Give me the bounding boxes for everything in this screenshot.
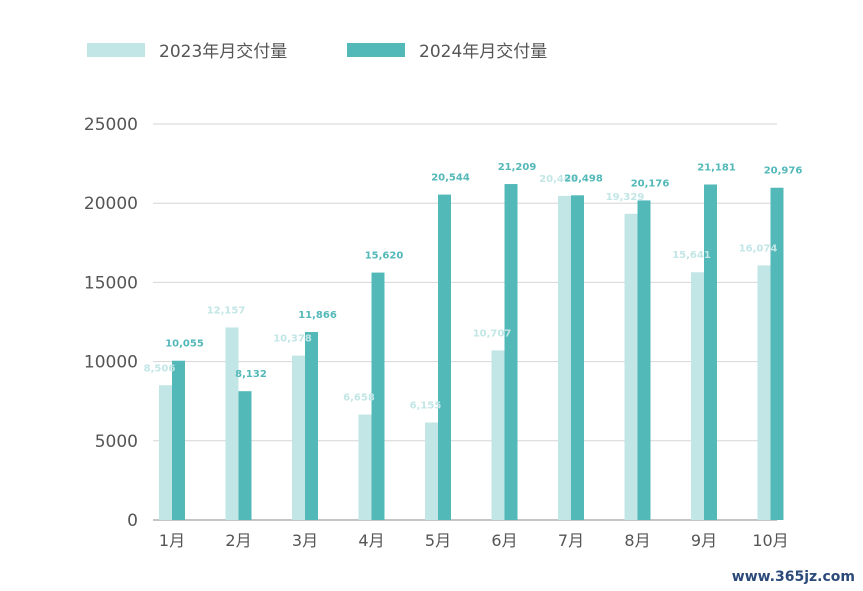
bar-2024 [704, 184, 717, 520]
y-tick-label: 15000 [84, 273, 138, 293]
data-label: 10,055 [165, 339, 204, 350]
data-label: 20,544 [431, 173, 470, 184]
data-label: 15,641 [672, 250, 711, 261]
bar-2024 [172, 360, 185, 520]
data-label: 20,463 [539, 174, 578, 185]
x-tick-label: 2月 [225, 531, 251, 550]
x-tick-label: 4月 [358, 531, 384, 550]
legend-swatch [87, 43, 145, 57]
data-label: 20,498 [564, 173, 603, 184]
data-label: 15,620 [365, 251, 404, 262]
bar-2024 [305, 332, 318, 520]
bar-2023 [757, 265, 771, 520]
bar-2024 [637, 200, 651, 520]
data-label: 11,866 [298, 310, 337, 321]
x-tick-label: 10月 [752, 531, 788, 550]
data-label: 21,181 [697, 162, 736, 173]
bars [159, 184, 784, 520]
data-label: 16,074 [739, 243, 778, 254]
bar-2023 [358, 414, 372, 520]
bar-2024 [571, 195, 584, 520]
bar-2024 [238, 391, 252, 520]
x-axis: 1月 2月 3月 4月 5月 6月 7月 8月 9月 10月 [159, 531, 789, 550]
x-tick-label: 3月 [292, 531, 318, 550]
watermark: www.365jz.com [731, 569, 855, 585]
bar-2024 [438, 194, 451, 520]
y-tick-label: 0 [127, 511, 138, 531]
bar-2023 [691, 272, 704, 520]
y-tick-label: 20000 [84, 194, 138, 214]
bar-2023 [159, 385, 172, 520]
x-tick-label: 7月 [558, 531, 584, 550]
bar-2024 [770, 187, 784, 520]
data-label: 8,506 [144, 363, 176, 374]
legend-swatch [347, 43, 405, 57]
bar-2024 [504, 184, 518, 520]
data-label: 20,976 [764, 166, 803, 177]
data-label: 8,132 [235, 369, 267, 380]
bar-2023 [558, 195, 571, 520]
bar-2024 [371, 272, 385, 520]
data-label: 10,378 [273, 334, 312, 345]
data-label: 6,155 [410, 401, 442, 412]
data-label: 19,329 [606, 192, 645, 203]
x-tick-label: 1月 [159, 531, 185, 550]
data-label: 6,658 [343, 393, 375, 404]
bar-2023 [425, 422, 438, 520]
y-axis: 0 5000 10000 15000 20000 25000 [84, 115, 138, 531]
x-tick-label: 6月 [491, 531, 517, 550]
x-tick-label: 9月 [691, 531, 717, 550]
data-labels: 8,506 10,055 12,157 8,132 10,378 11,866 6,658 1… [144, 162, 803, 411]
bar-2023 [624, 213, 638, 520]
x-tick-label: 5月 [425, 531, 451, 550]
y-tick-label: 5000 [95, 432, 138, 452]
legend: 2023年月交付量 2024年月交付量 [87, 42, 547, 62]
bar-2023 [225, 327, 239, 520]
data-label: 20,176 [631, 178, 670, 189]
bar-2023 [491, 350, 505, 520]
legend-label: 2023年月交付量 [159, 42, 287, 62]
gridlines [153, 123, 777, 521]
data-label: 21,209 [498, 162, 537, 173]
x-tick-label: 8月 [624, 531, 650, 550]
data-label: 10,707 [473, 328, 512, 339]
data-label: 12,157 [207, 305, 246, 316]
y-tick-label: 10000 [84, 353, 138, 373]
bar-2023 [292, 355, 305, 520]
legend-label: 2024年月交付量 [419, 42, 547, 62]
y-tick-label: 25000 [84, 115, 138, 135]
